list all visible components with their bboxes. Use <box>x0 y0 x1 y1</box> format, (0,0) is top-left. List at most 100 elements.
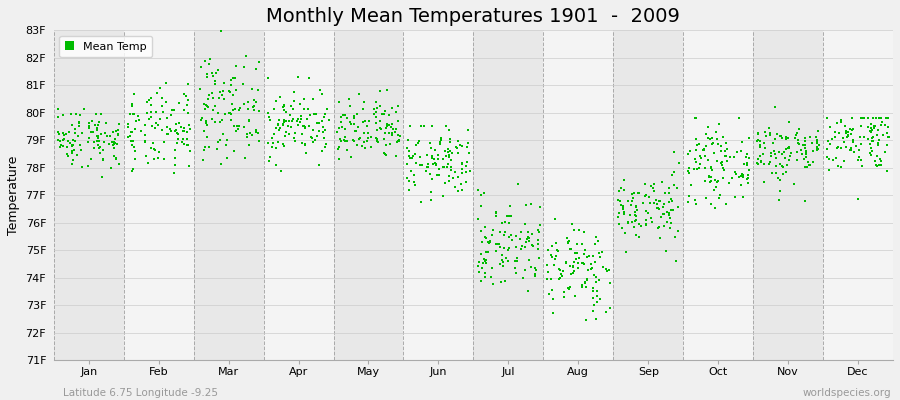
Point <box>510 254 525 261</box>
Point <box>481 248 495 255</box>
Point <box>202 144 216 150</box>
Point <box>245 132 259 138</box>
Point <box>643 200 657 206</box>
Point <box>144 109 158 116</box>
Point <box>575 283 590 290</box>
Point <box>248 66 263 72</box>
Point <box>715 162 729 168</box>
Point <box>366 106 381 112</box>
Point <box>592 250 607 256</box>
Point <box>211 139 225 146</box>
Point <box>294 113 309 119</box>
Point <box>126 166 140 172</box>
Point <box>107 141 122 148</box>
Point <box>753 159 768 165</box>
Point <box>413 162 428 168</box>
Point <box>298 125 312 132</box>
Point <box>61 138 76 144</box>
Point <box>400 161 415 167</box>
Point <box>714 160 728 166</box>
Point <box>638 192 652 199</box>
Point <box>52 143 67 150</box>
Point <box>719 153 733 159</box>
Point <box>332 125 347 132</box>
Point <box>112 120 126 127</box>
Point <box>197 128 211 134</box>
Point <box>654 179 669 186</box>
Point <box>66 142 80 148</box>
Point <box>306 111 320 118</box>
Point <box>794 146 808 153</box>
Point <box>103 132 117 139</box>
Point <box>60 151 75 157</box>
Point <box>93 150 107 156</box>
Point <box>320 106 334 112</box>
Point <box>373 103 387 110</box>
Bar <box>264 30 334 360</box>
Point <box>237 100 251 107</box>
Point <box>628 217 643 224</box>
Point <box>201 96 215 102</box>
Point <box>461 127 475 134</box>
Point <box>453 142 467 148</box>
Point <box>178 92 193 99</box>
Point <box>496 263 510 269</box>
Point <box>701 124 716 130</box>
Point <box>371 139 385 146</box>
Point <box>68 138 83 144</box>
Point <box>131 113 146 119</box>
Point <box>66 136 80 143</box>
Point <box>176 141 191 148</box>
Point <box>208 119 222 125</box>
Point <box>428 160 443 166</box>
Bar <box>753 30 824 360</box>
Point <box>707 186 722 193</box>
Point <box>425 153 439 160</box>
Point <box>268 98 283 104</box>
Point <box>861 136 876 142</box>
Point <box>382 122 396 128</box>
Point <box>880 168 895 174</box>
Point <box>532 255 546 262</box>
Point <box>460 144 474 150</box>
Point <box>443 148 457 154</box>
Point <box>85 118 99 125</box>
Point <box>373 88 387 95</box>
Point <box>802 162 816 168</box>
Point <box>441 146 455 152</box>
Point <box>230 126 245 133</box>
Point <box>362 118 376 124</box>
Point <box>846 126 860 133</box>
Point <box>287 134 302 141</box>
Point <box>576 260 590 266</box>
Point <box>160 124 175 130</box>
Point <box>274 168 288 174</box>
Point <box>503 202 517 209</box>
Point <box>450 145 464 151</box>
Point <box>140 160 155 166</box>
Point <box>176 107 191 113</box>
Point <box>211 110 225 116</box>
Point <box>98 130 112 136</box>
Point <box>195 156 210 163</box>
Point <box>124 128 139 135</box>
Point <box>322 117 337 124</box>
Point <box>545 296 560 302</box>
Point <box>683 148 698 154</box>
Point <box>618 249 633 256</box>
Point <box>798 142 813 148</box>
Point <box>621 198 635 204</box>
Point <box>477 256 491 262</box>
Point <box>616 177 631 183</box>
Point <box>717 148 732 154</box>
Point <box>428 147 442 153</box>
Point <box>638 222 652 228</box>
Bar <box>473 30 544 360</box>
Point <box>57 135 71 142</box>
Point <box>392 103 406 109</box>
Point <box>871 142 886 148</box>
Point <box>312 87 327 93</box>
Point <box>66 143 80 149</box>
Point <box>451 138 465 144</box>
Point <box>319 140 333 147</box>
